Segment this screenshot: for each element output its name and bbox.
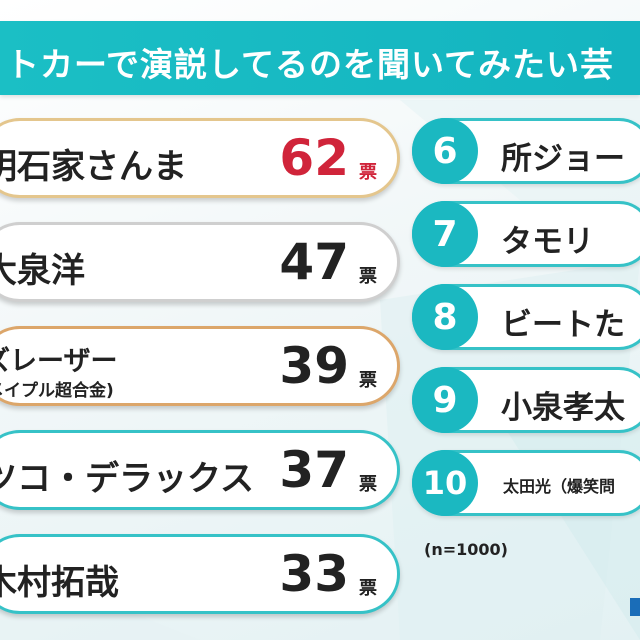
vote-unit: 票 bbox=[359, 266, 377, 287]
rank-badge: 8 bbox=[412, 284, 478, 350]
ranking-card-6: 6 所ジョー bbox=[412, 118, 640, 184]
page-title: トカーで演説してるのを聞いてみたい芸 bbox=[6, 45, 615, 84]
ranking-card-9: 9 小泉孝太 bbox=[412, 367, 640, 433]
ranking-name: ツコ・デラックス bbox=[0, 459, 254, 499]
ranking-card-5: 木村拓哉 33 票 bbox=[0, 534, 400, 614]
ranking-name: タモリ bbox=[501, 224, 594, 260]
vote-unit: 票 bbox=[359, 474, 377, 495]
logo-fragment bbox=[630, 598, 640, 616]
ranking-card-7: 7 タモリ bbox=[412, 201, 640, 267]
ranking-card-4: ツコ・デラックス 37 票 bbox=[0, 430, 400, 510]
sample-size-note: (n=1000) bbox=[424, 540, 508, 559]
vote-count: 39 bbox=[279, 337, 349, 395]
vote-count: 62 bbox=[279, 129, 349, 187]
ranking-name: 太田光（爆笑問 bbox=[503, 477, 616, 496]
rank-badge: 10 bbox=[412, 450, 478, 516]
vote-count: 47 bbox=[279, 233, 349, 291]
ranking-name: 大泉洋 bbox=[0, 251, 85, 291]
ranking-name: 木村拓哉 bbox=[0, 563, 119, 603]
title-banner: トカーで演説してるのを聞いてみたい芸 bbox=[0, 21, 640, 95]
vote-unit: 票 bbox=[359, 578, 377, 599]
vote-unit: 票 bbox=[359, 162, 377, 183]
vote-unit: 票 bbox=[359, 370, 377, 391]
ranking-card-2: 大泉洋 47 票 bbox=[0, 222, 400, 302]
rank-badge: 9 bbox=[412, 367, 478, 433]
ranking-card-3: ズレーザー メイプル超合金) 39 票 bbox=[0, 326, 400, 406]
ranking-name: 所ジョー bbox=[501, 141, 625, 177]
ranking-name: ビートた bbox=[501, 307, 625, 343]
ranking-name: ズレーザー bbox=[0, 346, 118, 377]
ranking-name: 明石家さんま bbox=[0, 147, 187, 187]
vote-count: 37 bbox=[279, 441, 349, 499]
ranking-subtitle: メイプル超合金) bbox=[0, 381, 114, 401]
rank-badge: 6 bbox=[412, 118, 478, 184]
ranking-card-8: 8 ビートた bbox=[412, 284, 640, 350]
rank-badge: 7 bbox=[412, 201, 478, 267]
ranking-card-10: 10 太田光（爆笑問 bbox=[412, 450, 640, 516]
vote-count: 33 bbox=[279, 545, 349, 603]
ranking-card-1: 明石家さんま 62 票 bbox=[0, 118, 400, 198]
ranking-name: 小泉孝太 bbox=[501, 390, 625, 426]
